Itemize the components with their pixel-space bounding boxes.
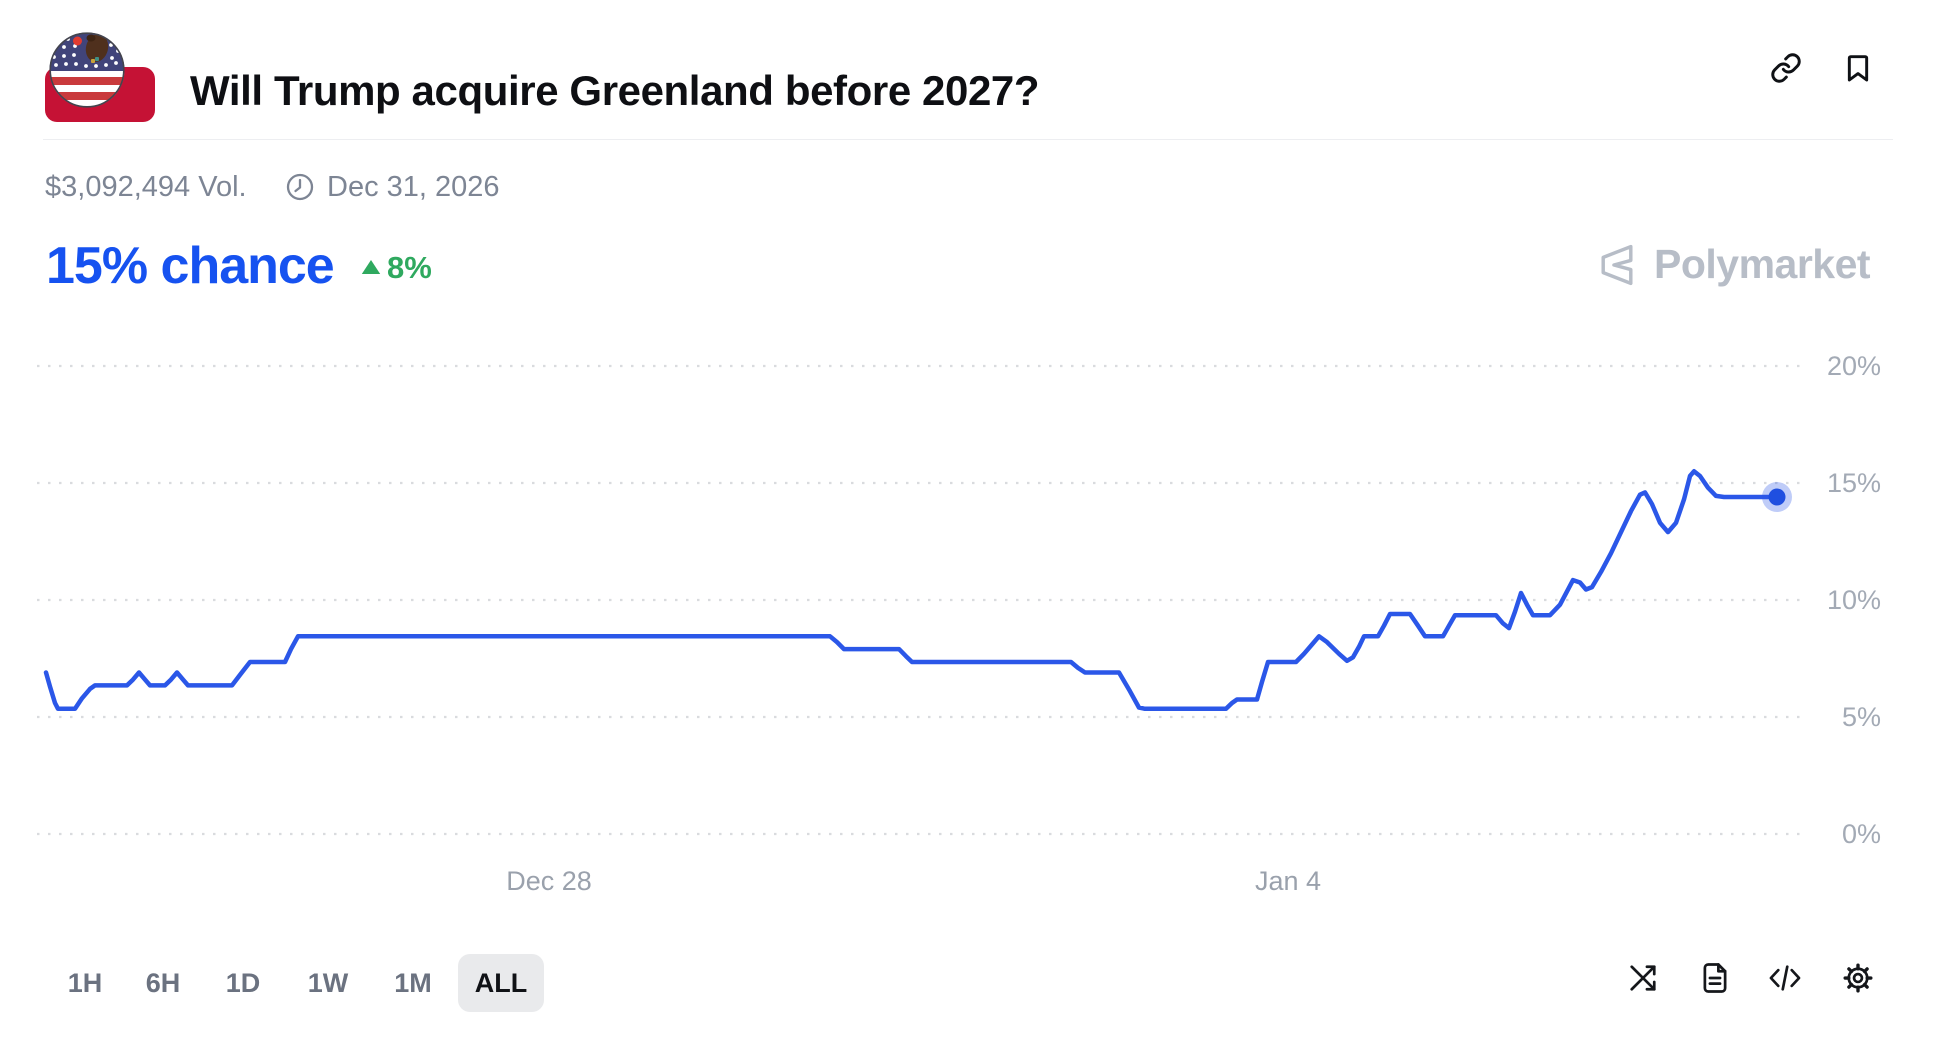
- settings-button[interactable]: [1840, 960, 1876, 996]
- timeframe-1w-button[interactable]: 1W: [308, 952, 349, 1014]
- market-avatar: [45, 31, 157, 123]
- shuffle-icon: [1625, 965, 1661, 999]
- timeframe-1m-button[interactable]: 1M: [394, 952, 432, 1014]
- up-triangle-icon: [361, 259, 381, 275]
- copy-link-button[interactable]: [1770, 52, 1802, 84]
- y-axis-tick-15: 15%: [1826, 468, 1881, 498]
- document-icon: [1697, 963, 1733, 999]
- timeframe-all-button-selected[interactable]: ALL: [458, 954, 544, 1012]
- rules-document-button[interactable]: [1697, 960, 1733, 996]
- polymarket-brand-text: Polymarket: [1654, 241, 1871, 287]
- page-title: Will Trump acquire Greenland before 2027…: [190, 67, 1040, 115]
- chart-end-dot: [1768, 488, 1786, 506]
- y-axis-tick-0: 0%: [1841, 819, 1881, 849]
- y-axis-tick-10: 10%: [1826, 585, 1881, 615]
- y-axis-tick-5: 5%: [1841, 702, 1881, 732]
- chance-value: 15% chance: [46, 237, 335, 295]
- gear-icon: [1840, 963, 1876, 999]
- x-axis-label-dec28: Dec 28: [506, 866, 592, 896]
- timeframe-1h-button[interactable]: 1H: [68, 952, 103, 1014]
- timeframe-1d-button[interactable]: 1D: [226, 952, 261, 1014]
- x-axis-label-jan4: Jan 4: [1254, 866, 1322, 896]
- bookmark-icon: [1842, 55, 1874, 87]
- code-icon: [1767, 965, 1803, 999]
- end-date-label: Dec 31, 2026: [327, 171, 500, 203]
- polymarket-logo-icon: [1594, 242, 1640, 293]
- chart-price-line: [43, 469, 1780, 712]
- y-axis-tick-20: 20%: [1826, 351, 1881, 381]
- shuffle-button[interactable]: [1625, 960, 1661, 996]
- volume-label: $3,092,494 Vol.: [45, 171, 247, 203]
- chance-change: 8%: [387, 250, 432, 285]
- clock-icon: [285, 172, 315, 210]
- embed-code-button[interactable]: [1767, 960, 1803, 996]
- us-flag-eagle-emblem-icon: [48, 31, 126, 114]
- header-divider: [43, 139, 1893, 140]
- bookmark-button[interactable]: [1842, 52, 1874, 84]
- link-icon: [1770, 53, 1802, 87]
- timeframe-6h-button[interactable]: 6H: [146, 952, 181, 1014]
